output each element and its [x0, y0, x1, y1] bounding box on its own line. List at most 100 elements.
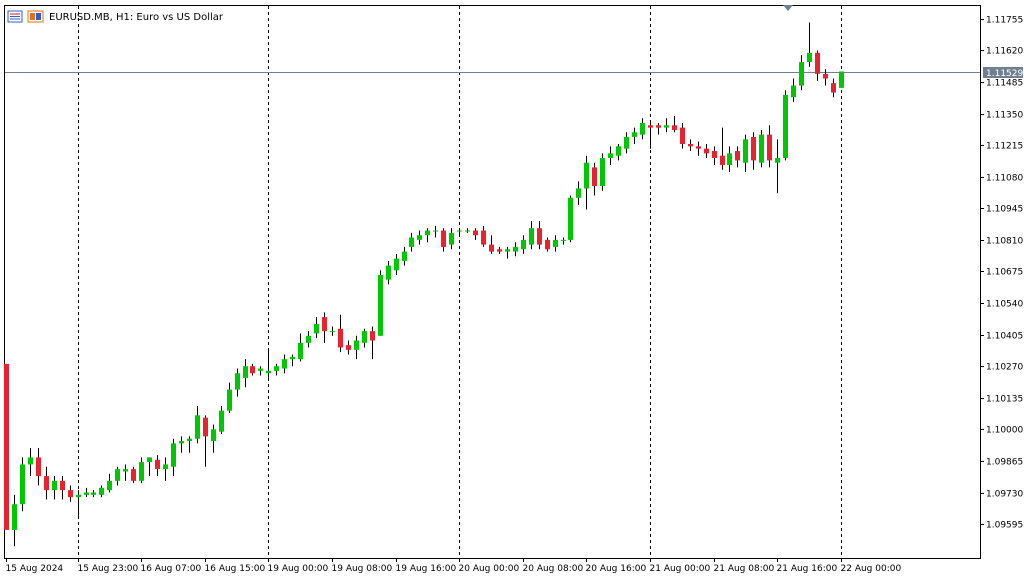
candle[interactable] — [720, 127, 725, 170]
candle[interactable] — [187, 436, 192, 453]
candle[interactable] — [417, 230, 422, 245]
candle[interactable] — [68, 485, 73, 502]
candle[interactable] — [457, 228, 462, 236]
candle[interactable] — [203, 415, 208, 467]
candle[interactable] — [537, 221, 542, 250]
candle[interactable] — [672, 115, 677, 133]
candle[interactable] — [211, 424, 216, 453]
candle[interactable] — [704, 144, 709, 159]
candle[interactable] — [250, 363, 255, 376]
candle[interactable] — [322, 312, 327, 343]
candle[interactable] — [60, 476, 65, 500]
candle[interactable] — [648, 122, 653, 149]
candle[interactable] — [441, 228, 446, 252]
candle[interactable] — [640, 118, 645, 140]
candle[interactable] — [28, 448, 33, 477]
candle[interactable] — [243, 359, 248, 388]
candle[interactable] — [568, 195, 573, 243]
candle[interactable] — [171, 438, 176, 477]
candle[interactable] — [306, 331, 311, 348]
candle[interactable] — [52, 476, 57, 500]
candle[interactable] — [282, 354, 287, 374]
candle[interactable] — [123, 464, 128, 481]
candle[interactable] — [632, 127, 637, 144]
candle[interactable] — [195, 405, 200, 444]
candle[interactable] — [743, 134, 748, 173]
candle[interactable] — [147, 457, 152, 477]
candle[interactable] — [394, 253, 399, 275]
candle[interactable] — [465, 228, 470, 233]
candle[interactable] — [656, 122, 661, 135]
candle[interactable] — [330, 326, 335, 336]
candle[interactable] — [775, 139, 780, 194]
candle[interactable] — [791, 78, 796, 102]
candle[interactable] — [561, 237, 566, 245]
candle[interactable] — [163, 457, 168, 481]
candle[interactable] — [402, 246, 407, 266]
candle[interactable] — [815, 50, 820, 81]
shift-marker-icon[interactable] — [783, 5, 793, 11]
candle[interactable] — [179, 436, 184, 453]
candle[interactable] — [592, 162, 597, 196]
candle[interactable] — [12, 494, 17, 547]
candle[interactable] — [298, 333, 303, 362]
candle[interactable] — [338, 314, 343, 353]
candle[interactable] — [219, 405, 224, 435]
candle[interactable] — [266, 349, 271, 378]
candle[interactable] — [433, 225, 438, 238]
symbol-list-icon[interactable] — [7, 10, 23, 23]
candle[interactable] — [76, 490, 81, 516]
candle[interactable] — [370, 326, 375, 360]
candle[interactable] — [584, 155, 589, 210]
candle[interactable] — [84, 487, 89, 498]
candle[interactable] — [680, 122, 685, 149]
candle[interactable] — [751, 132, 756, 170]
candle[interactable] — [823, 69, 828, 86]
candle[interactable] — [553, 235, 558, 252]
candle[interactable] — [839, 71, 844, 88]
candle[interactable] — [139, 457, 144, 484]
candle[interactable] — [545, 237, 550, 252]
price-axis[interactable]: 1.11755 1.11620 1.11485 1.11350 1.11215 1.110… — [980, 16, 1023, 531]
candle[interactable] — [115, 466, 120, 486]
candle[interactable] — [624, 132, 629, 154]
candle[interactable] — [712, 146, 717, 166]
candle[interactable] — [489, 235, 494, 254]
candle[interactable] — [783, 90, 788, 161]
one-click-trading-icon[interactable] — [27, 10, 44, 23]
candle[interactable] — [362, 328, 367, 348]
candle[interactable] — [36, 448, 41, 486]
candle[interactable] — [274, 363, 279, 376]
candle[interactable] — [378, 270, 383, 336]
candle[interactable] — [354, 335, 359, 360]
candle[interactable] — [759, 129, 764, 168]
candle[interactable] — [107, 473, 112, 493]
candle[interactable] — [4, 363, 9, 530]
candle[interactable] — [616, 144, 621, 161]
candle[interactable] — [44, 466, 49, 500]
candle[interactable] — [235, 368, 240, 397]
candle[interactable] — [799, 55, 804, 91]
candle[interactable] — [449, 228, 454, 250]
candle[interactable] — [481, 225, 486, 247]
candle[interactable] — [767, 125, 772, 168]
candle[interactable] — [735, 146, 740, 168]
candle[interactable] — [290, 354, 295, 367]
candle[interactable] — [513, 242, 518, 257]
candle[interactable] — [497, 246, 502, 254]
candle[interactable] — [473, 228, 478, 240]
candle[interactable] — [727, 146, 732, 173]
candle[interactable] — [576, 181, 581, 205]
candle[interactable] — [425, 228, 430, 243]
candle[interactable] — [99, 485, 104, 498]
candle[interactable] — [409, 232, 414, 252]
candle[interactable] — [314, 317, 319, 339]
candle[interactable] — [227, 382, 232, 413]
candle[interactable] — [696, 141, 701, 156]
candle[interactable] — [155, 455, 160, 477]
candle[interactable] — [521, 235, 526, 254]
candle[interactable] — [346, 340, 351, 355]
candle[interactable] — [831, 78, 836, 98]
candle[interactable] — [600, 153, 605, 191]
